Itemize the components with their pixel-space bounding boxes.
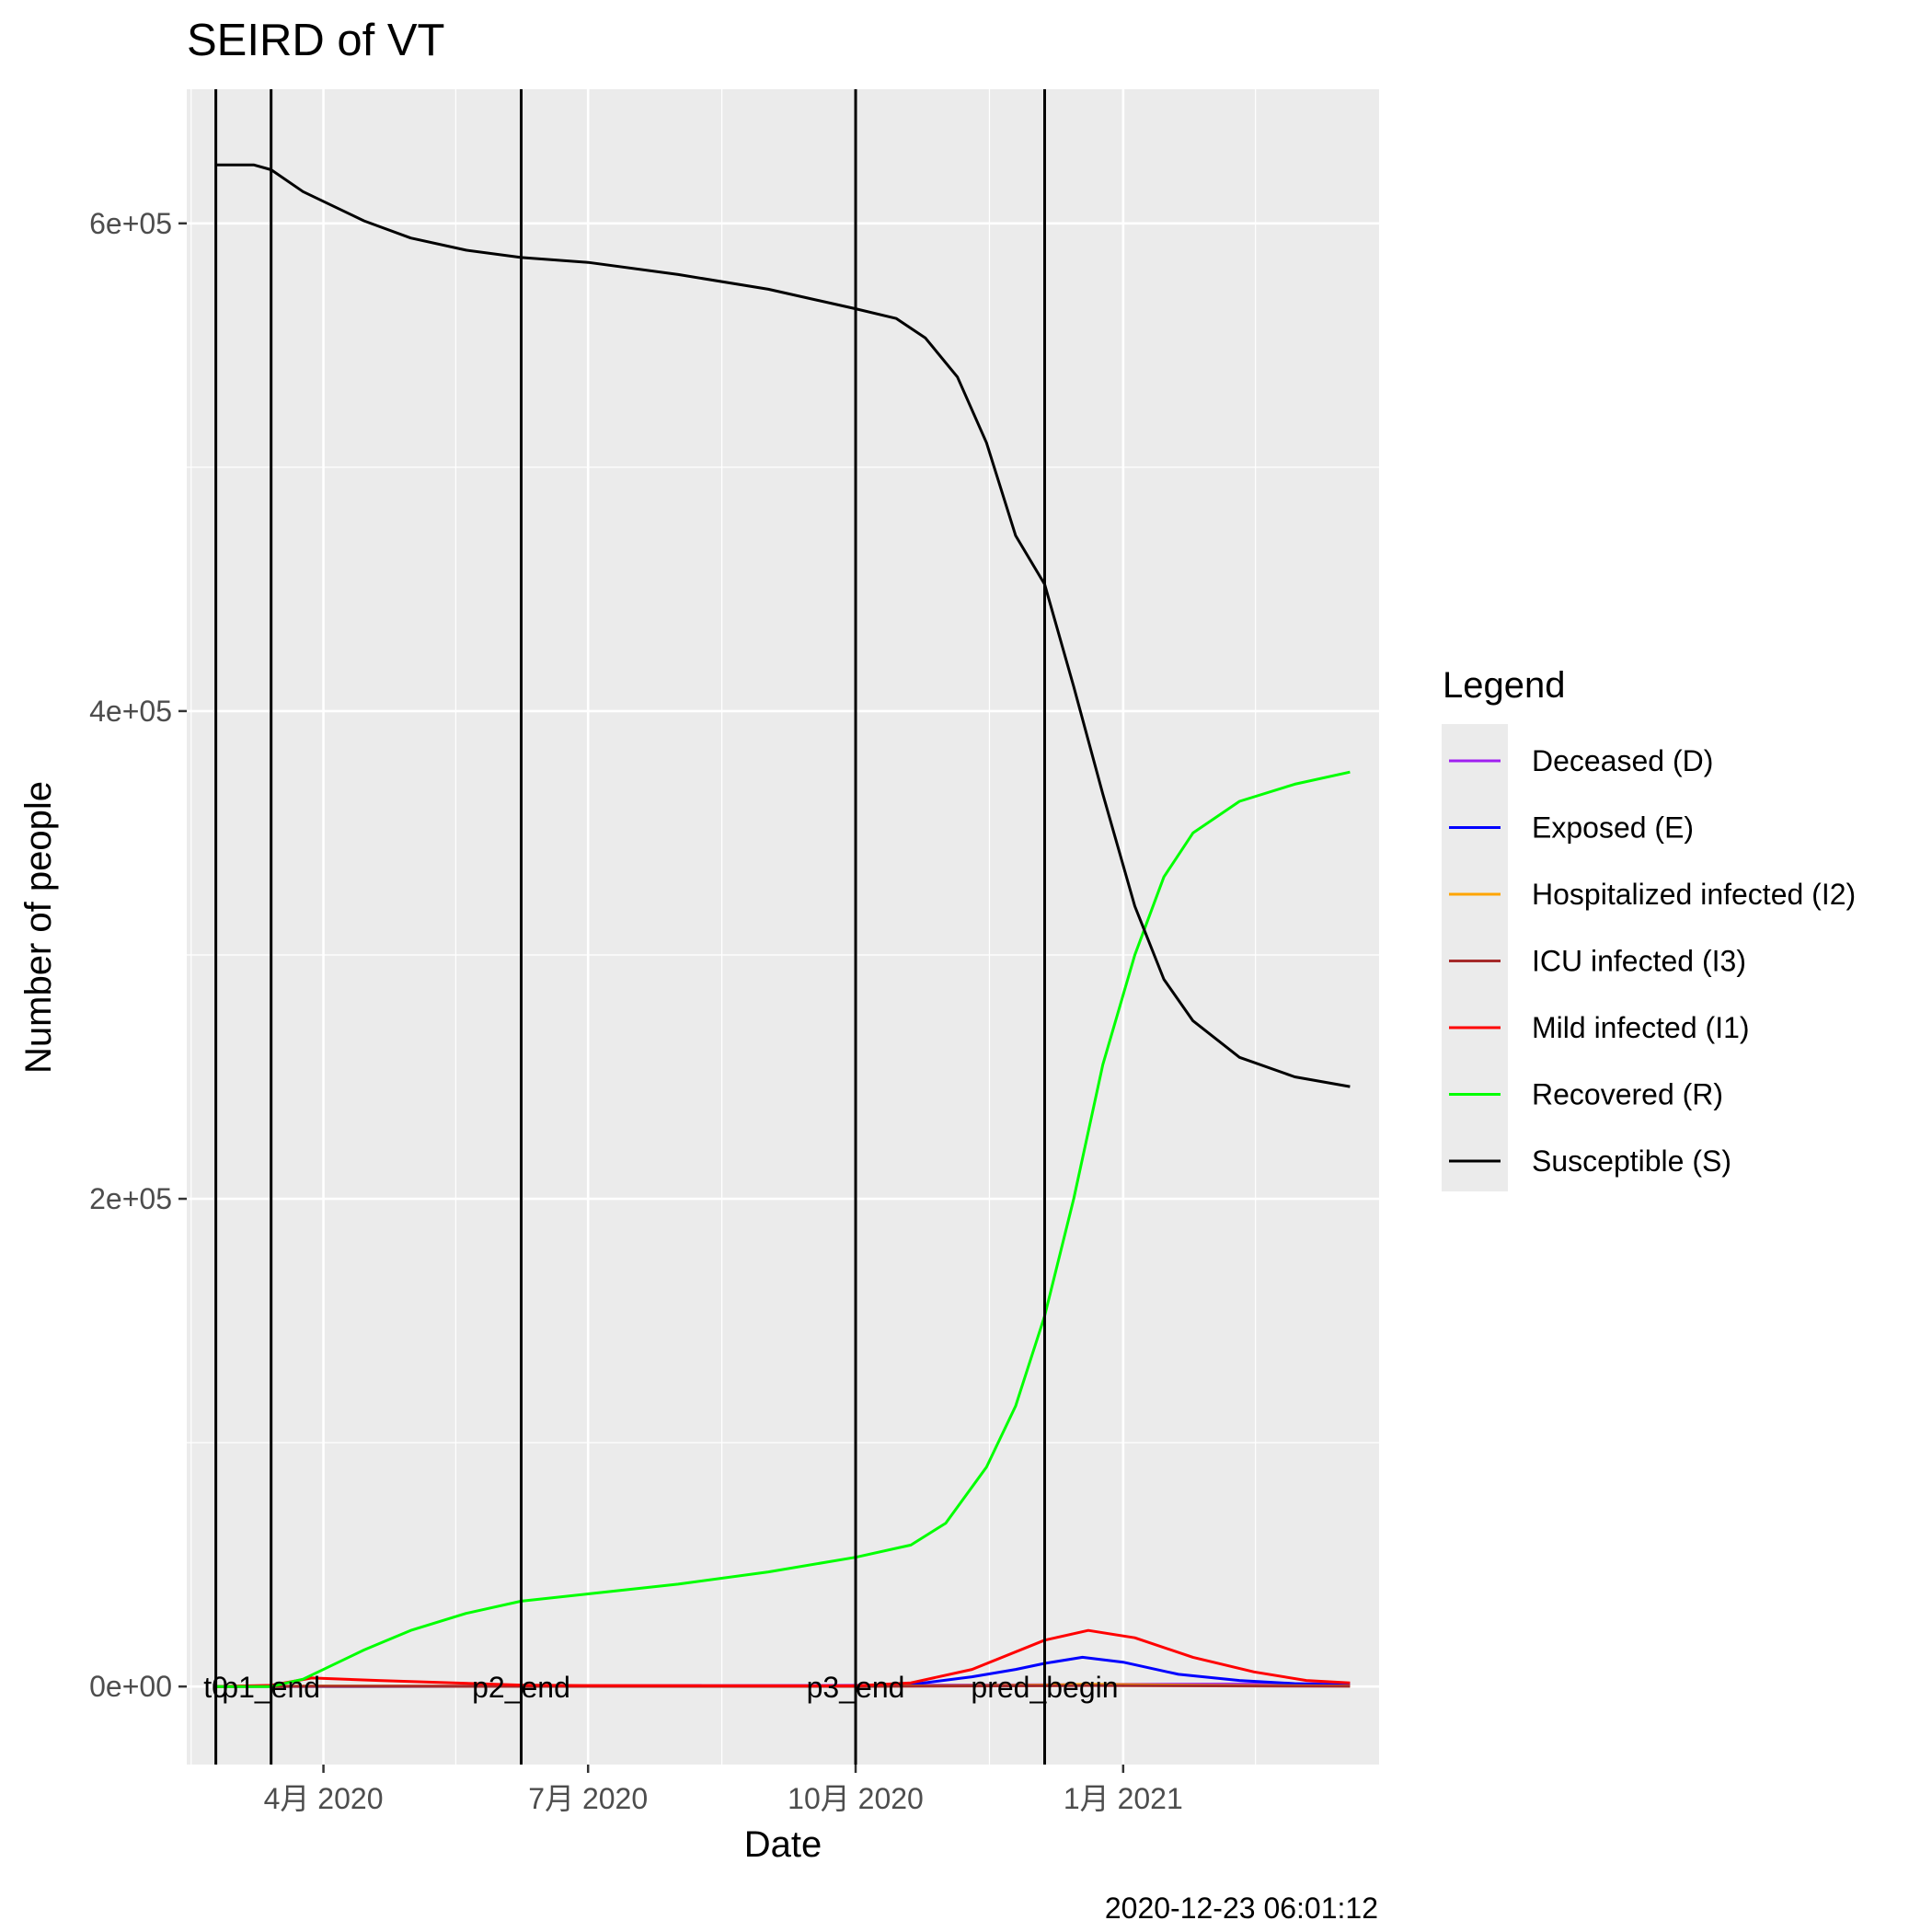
legend-label-susceptible-s: Susceptible (S) <box>1532 1144 1731 1178</box>
y-tick-label: 2e+05 <box>89 1182 172 1215</box>
vline-label-p3_end: p3_end <box>807 1671 905 1704</box>
legend-label-recovered-r: Recovered (R) <box>1532 1078 1723 1111</box>
y-axis: 0e+00 2e+05 4e+05 6e+05 <box>89 207 187 1703</box>
series-line-icu-infected-i3 <box>215 1684 1351 1688</box>
x-axis: 4月 2020 7月 2020 10月 2020 1月 2021 <box>264 1765 1183 1815</box>
series-line-recovered-r <box>215 770 1351 1688</box>
legend-label-hospitalized-infected-i2: Hospitalized infected (I2) <box>1532 878 1856 911</box>
chart-title: SEIRD of VT <box>187 16 444 65</box>
x-tick-label: 7月 2020 <box>528 1782 648 1815</box>
series-line-susceptible-s <box>215 163 1351 1088</box>
y-tick-label: 0e+00 <box>89 1670 172 1703</box>
legend: Legend Deceased (D) Exposed (E) Hospitaliz… <box>1442 665 1856 1191</box>
x-axis-label: Date <box>744 1824 822 1865</box>
y-tick-label: 4e+05 <box>89 695 172 728</box>
x-tick-label: 1月 2021 <box>1064 1782 1183 1815</box>
legend-label-deceased-d: Deceased (D) <box>1532 744 1713 777</box>
vline-label-pred_begin: pred_begin <box>971 1671 1118 1704</box>
grid-lines <box>187 89 1379 1765</box>
legend-label-icu-infected-i3: ICU infected (I3) <box>1532 945 1746 978</box>
legend-label-exposed-e: Exposed (E) <box>1532 811 1694 845</box>
y-axis-label: Number of people <box>18 781 59 1074</box>
legend-key-background <box>1442 724 1508 1191</box>
legend-title: Legend <box>1443 665 1565 706</box>
vline-label-t0: t0 <box>203 1671 228 1704</box>
vline-label-p1_end: p1_end <box>222 1671 320 1704</box>
legend-items: Deceased (D) Exposed (E) Hospitalized infe… <box>1449 744 1856 1178</box>
x-tick-label: 10月 2020 <box>788 1782 924 1815</box>
plot-panel <box>187 89 1379 1765</box>
caption: 2020-12-23 06:01:12 <box>1105 1892 1378 1925</box>
x-tick-label: 4月 2020 <box>264 1782 384 1815</box>
vline-label-p2_end: p2_end <box>472 1671 570 1704</box>
legend-label-mild-infected-i1: Mild infected (I1) <box>1532 1011 1750 1044</box>
y-tick-label: 6e+05 <box>89 207 172 240</box>
series-line-mild-infected-i1 <box>215 1628 1351 1688</box>
